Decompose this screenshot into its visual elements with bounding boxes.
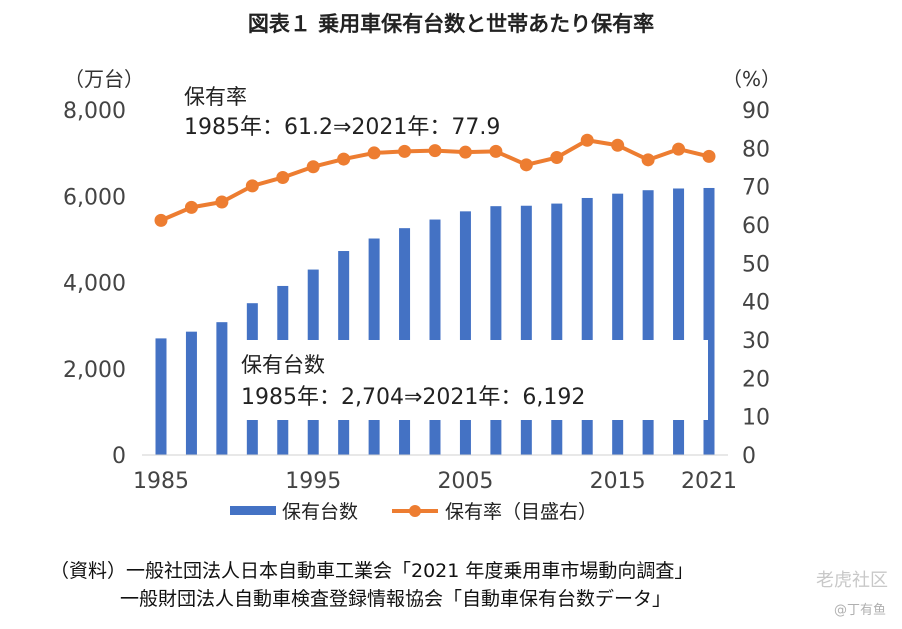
right-tick-label: 70 bbox=[742, 176, 770, 201]
x-tick-label-1995: 1995 bbox=[285, 469, 341, 494]
count-annotation-detail: 1985年：2,704⇒2021年：6,192 bbox=[241, 385, 585, 410]
rate-point-2019 bbox=[672, 142, 686, 156]
rate-point-2005 bbox=[458, 145, 472, 159]
rate-point-2015 bbox=[611, 138, 625, 152]
rate-annotation-detail: 1985年：61.2⇒2021年：77.9 bbox=[184, 115, 500, 140]
left-tick-label: 2,000 bbox=[63, 358, 126, 383]
watermark-community: 老虎社区 bbox=[816, 570, 888, 591]
count-annotation-background bbox=[228, 340, 708, 420]
rate-point-2009 bbox=[519, 158, 533, 172]
right-tick-label: 30 bbox=[742, 329, 770, 354]
left-tick-label: 8,000 bbox=[63, 99, 126, 124]
x-tick-label-2015: 2015 bbox=[590, 469, 646, 494]
legend: 保有台数 保有率（目盛右） bbox=[230, 501, 597, 523]
x-tick-label-2005: 2005 bbox=[437, 469, 493, 494]
rate-point-1989 bbox=[215, 195, 229, 209]
line-series bbox=[154, 133, 716, 227]
rate-point-1991 bbox=[245, 179, 259, 193]
bar-2019 bbox=[673, 188, 685, 456]
legend-line-label: 保有率（目盛右） bbox=[445, 501, 597, 523]
legend-line-marker bbox=[409, 505, 421, 517]
left-tick-label: 4,000 bbox=[63, 272, 126, 297]
bar-1985 bbox=[155, 338, 167, 455]
rate-annotation-background bbox=[148, 82, 560, 148]
rate-point-1999 bbox=[367, 146, 381, 160]
bar-2011 bbox=[551, 203, 563, 455]
right-tick-label: 20 bbox=[742, 367, 770, 392]
rate-point-2013 bbox=[580, 133, 594, 147]
rate-annotation-title: 保有率 bbox=[184, 85, 247, 109]
bar-2005 bbox=[459, 211, 471, 455]
rate-point-1985 bbox=[154, 213, 168, 227]
watermark-author: @丁有鱼 bbox=[833, 603, 886, 618]
bar-2009 bbox=[520, 205, 532, 455]
bar-2007 bbox=[490, 206, 502, 455]
rate-point-2011 bbox=[550, 151, 564, 165]
rate-point-1987 bbox=[184, 200, 198, 214]
bar-2021 bbox=[703, 187, 715, 455]
legend-bar-label: 保有台数 bbox=[282, 501, 358, 523]
x-tick-label-1985: 1985 bbox=[133, 469, 189, 494]
rate-point-2001 bbox=[398, 144, 412, 158]
bar-2013 bbox=[581, 197, 593, 455]
bar-2003 bbox=[429, 219, 441, 455]
right-tick-label: 90 bbox=[742, 99, 770, 124]
right-tick-label: 0 bbox=[742, 444, 756, 469]
left-tick-label: 0 bbox=[112, 444, 126, 469]
rate-point-2021 bbox=[702, 149, 716, 163]
chart-title: 図表１ 乗用車保有台数と世帯あたり保有率 bbox=[247, 12, 655, 36]
left-tick-label: 6,000 bbox=[63, 185, 126, 210]
right-tick-label: 60 bbox=[742, 214, 770, 239]
bar-2017 bbox=[642, 190, 654, 455]
left-axis-unit: （万台） bbox=[64, 67, 144, 91]
right-tick-label: 10 bbox=[742, 406, 770, 431]
source-line-2: 一般財団法人自動車検査登録情報協会「自動車保有台数データ」 bbox=[120, 588, 672, 610]
rate-point-2007 bbox=[489, 144, 503, 158]
right-tick-label: 50 bbox=[742, 252, 770, 277]
right-tick-label: 40 bbox=[742, 291, 770, 316]
rate-point-1997 bbox=[337, 152, 351, 166]
bar-2015 bbox=[612, 193, 624, 455]
rate-point-1993 bbox=[276, 170, 290, 184]
bar-1989 bbox=[216, 322, 228, 455]
axes: 0 2,000 4,000 6,000 8,000 （万台） 0 10 20 30 40 50 60 70… bbox=[63, 67, 781, 494]
rate-point-2017 bbox=[641, 153, 655, 167]
right-tick-label: 80 bbox=[742, 137, 770, 162]
bar-1987 bbox=[185, 331, 197, 455]
source-line-1: （資料）一般社団法人日本自動車工業会「2021 年度乗用車市場動向調査」 bbox=[50, 560, 694, 582]
x-tick-label-2021: 2021 bbox=[681, 469, 737, 494]
legend-bar-swatch bbox=[230, 506, 276, 515]
rate-point-2003 bbox=[428, 144, 442, 158]
rate-point-1995 bbox=[306, 160, 320, 174]
count-annotation-title: 保有台数 bbox=[241, 353, 325, 377]
right-axis-unit: （%） bbox=[722, 67, 781, 91]
